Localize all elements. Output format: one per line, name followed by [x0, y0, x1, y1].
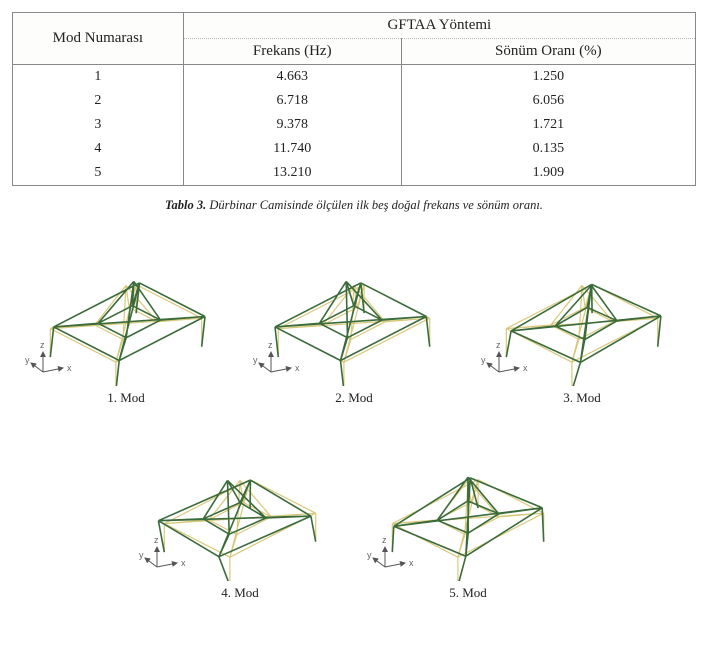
table-row: 513.2101.909	[13, 161, 696, 186]
mode-diagram: x yz	[477, 231, 687, 386]
table-row: 411.7400.135	[13, 137, 696, 161]
mode-label: 5. Mod	[363, 585, 573, 601]
cell-damp: 1.721	[401, 113, 695, 137]
mode-label: 2. Mod	[249, 390, 459, 406]
frequency-damping-table: Mod Numarası GFTAA Yöntemi Frekans (Hz) …	[12, 12, 696, 186]
mode-diagram: x yz	[249, 231, 459, 386]
mode-label: 1. Mod	[21, 390, 231, 406]
col-header-method: GFTAA Yöntemi	[183, 13, 695, 39]
svg-text:y: y	[253, 355, 258, 365]
col-header-damp: Sönüm Oranı (%)	[401, 39, 695, 65]
mode-diagram: x yz	[135, 426, 345, 581]
svg-text:y: y	[139, 550, 144, 560]
svg-text:x: x	[181, 558, 186, 568]
cell-n: 3	[13, 113, 184, 137]
table-body: 14.6631.25026.7186.05639.3781.721411.740…	[13, 65, 696, 186]
cell-damp: 1.909	[401, 161, 695, 186]
svg-text:z: z	[268, 340, 273, 350]
caption-rest: Dürbinar Camisinde ölçülen ilk beş doğal…	[206, 198, 543, 212]
cell-freq: 11.740	[183, 137, 401, 161]
svg-text:x: x	[295, 363, 300, 373]
cell-damp: 0.135	[401, 137, 695, 161]
svg-text:y: y	[367, 550, 372, 560]
col-header-freq: Frekans (Hz)	[183, 39, 401, 65]
svg-text:z: z	[382, 535, 387, 545]
cell-n: 4	[13, 137, 184, 161]
cell-damp: 1.250	[401, 65, 695, 90]
table-caption: Tablo 3. Dürbinar Camisinde ölçülen ilk …	[12, 198, 696, 213]
cell-freq: 4.663	[183, 65, 401, 90]
col-header-mod: Mod Numarası	[13, 13, 184, 65]
table-row: 14.6631.250	[13, 65, 696, 90]
cell-freq: 6.718	[183, 89, 401, 113]
cell-n: 1	[13, 65, 184, 90]
cell-n: 5	[13, 161, 184, 186]
caption-bold: Tablo 3.	[165, 198, 206, 212]
mode-shape-gallery: xyz 1. Mod xyz 2. Mod xyz 3. Mod xyz 4. …	[12, 231, 696, 601]
mode-diagram: x yz	[363, 426, 573, 581]
mode-label: 3. Mod	[477, 390, 687, 406]
cell-freq: 13.210	[183, 161, 401, 186]
cell-damp: 6.056	[401, 89, 695, 113]
mode-label: 4. Mod	[135, 585, 345, 601]
svg-text:x: x	[67, 363, 72, 373]
deformed-wireframe	[392, 477, 543, 581]
svg-text:z: z	[496, 340, 501, 350]
mode-panel: x yz 5. Mod	[363, 426, 573, 601]
undeformed-wireframe	[506, 285, 657, 386]
svg-text:x: x	[409, 558, 414, 568]
svg-text:z: z	[154, 535, 159, 545]
svg-text:z: z	[40, 340, 45, 350]
svg-text:x: x	[523, 363, 528, 373]
table-row: 26.7186.056	[13, 89, 696, 113]
cell-n: 2	[13, 89, 184, 113]
mode-panel: x yz 4. Mod	[135, 426, 345, 601]
mode-panel: x yz 2. Mod	[249, 231, 459, 406]
undeformed-wireframe	[278, 285, 429, 386]
mode-panel: x yz 3. Mod	[477, 231, 687, 406]
svg-text:y: y	[481, 355, 486, 365]
table-row: 39.3781.721	[13, 113, 696, 137]
mode-panel: x yz 1. Mod	[21, 231, 231, 406]
cell-freq: 9.378	[183, 113, 401, 137]
mode-diagram: x yz	[21, 231, 231, 386]
svg-text:y: y	[25, 355, 30, 365]
